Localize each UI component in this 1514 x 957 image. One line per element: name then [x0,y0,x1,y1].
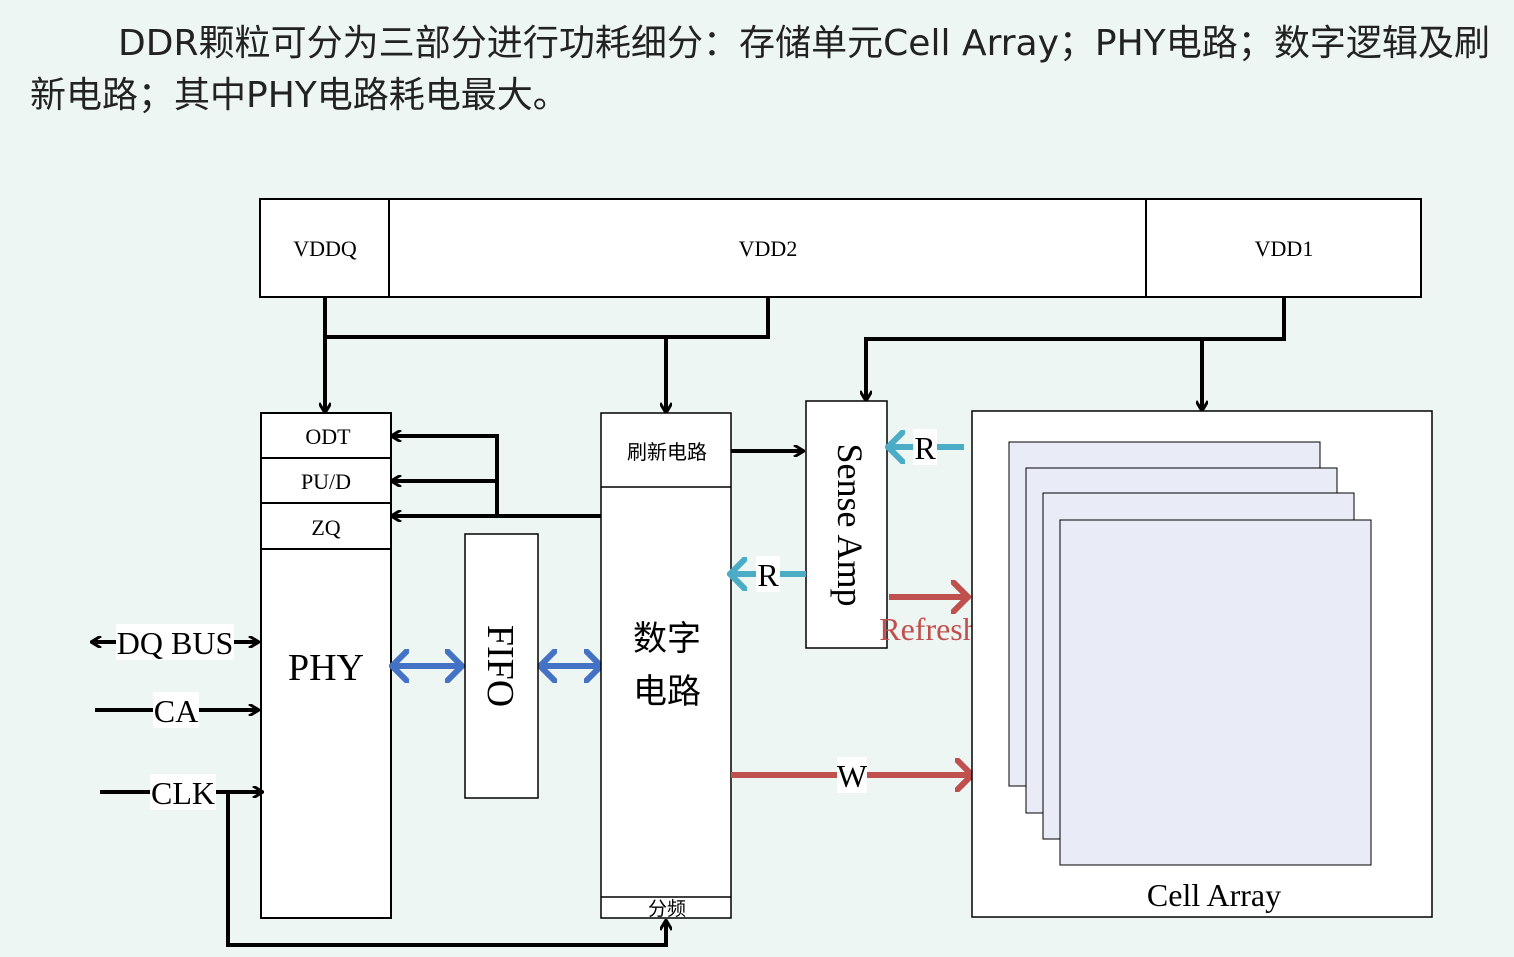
dq-bus-label-bg [116,624,234,660]
fifo-label: FIFO [479,625,521,707]
external-signals: DQ BUS CA CLK [92,624,666,947]
vdd1-label: VDD1 [1255,236,1314,261]
calibration-control-lines [392,436,602,516]
pud-label: PU/D [301,469,351,494]
phy-block: ODT PU/D ZQ PHY [260,412,392,919]
refresh-label: Refresh [879,611,979,647]
dq-bus-label: DQ BUS [117,625,233,661]
read-out-label-bg [756,556,780,592]
read-arrows: R R [730,429,964,593]
read-out-label: R [757,557,779,593]
phy-label: PHY [288,647,364,689]
write-label: W [837,758,868,794]
ca-label: CA [154,693,198,729]
fifo-block: FIFO [464,533,539,799]
sense-amp-block: Sense Amp [805,400,888,649]
clk-label: CLK [151,775,215,811]
digital-label-line1: 数字 [633,619,701,659]
vdd1-to-senseamp-line [866,297,1286,400]
vdd2-bus-line [325,297,770,339]
refresh-circuit-label: 刷新电路 [627,440,707,464]
cell-array-label: Cell Array [1147,877,1281,913]
cell-array-block: Cell Array [971,410,1433,918]
odt-label: ODT [305,424,351,449]
sense-amp-label: Sense Amp [830,443,870,606]
clk-to-divider-arrow [226,792,666,947]
power-distribution-lines [325,297,1286,412]
vdd2-label: VDD2 [739,236,798,261]
read-in-label: R [914,430,936,466]
clk-label-bg [150,774,216,810]
vddq-label: VDDQ [293,236,357,261]
zq-label: ZQ [311,515,340,540]
ca-label-bg [153,692,199,728]
power-rail-bar: VDDQ VDD2 VDD1 [259,198,1422,298]
odt-control-arrow [392,436,602,518]
cell-layer-4 [1059,519,1372,866]
description-text: DDR颗粒可分为三部分进行功耗细分：存储单元Cell Array；PHY电路；数… [30,23,1490,116]
read-in-label-bg [913,429,937,465]
digital-block: 刷新电路 数字 电路 分频 [600,412,732,920]
digital-label-line2: 电路 [633,672,701,712]
divider-label: 分频 [648,898,686,920]
write-label-bg [837,757,867,793]
